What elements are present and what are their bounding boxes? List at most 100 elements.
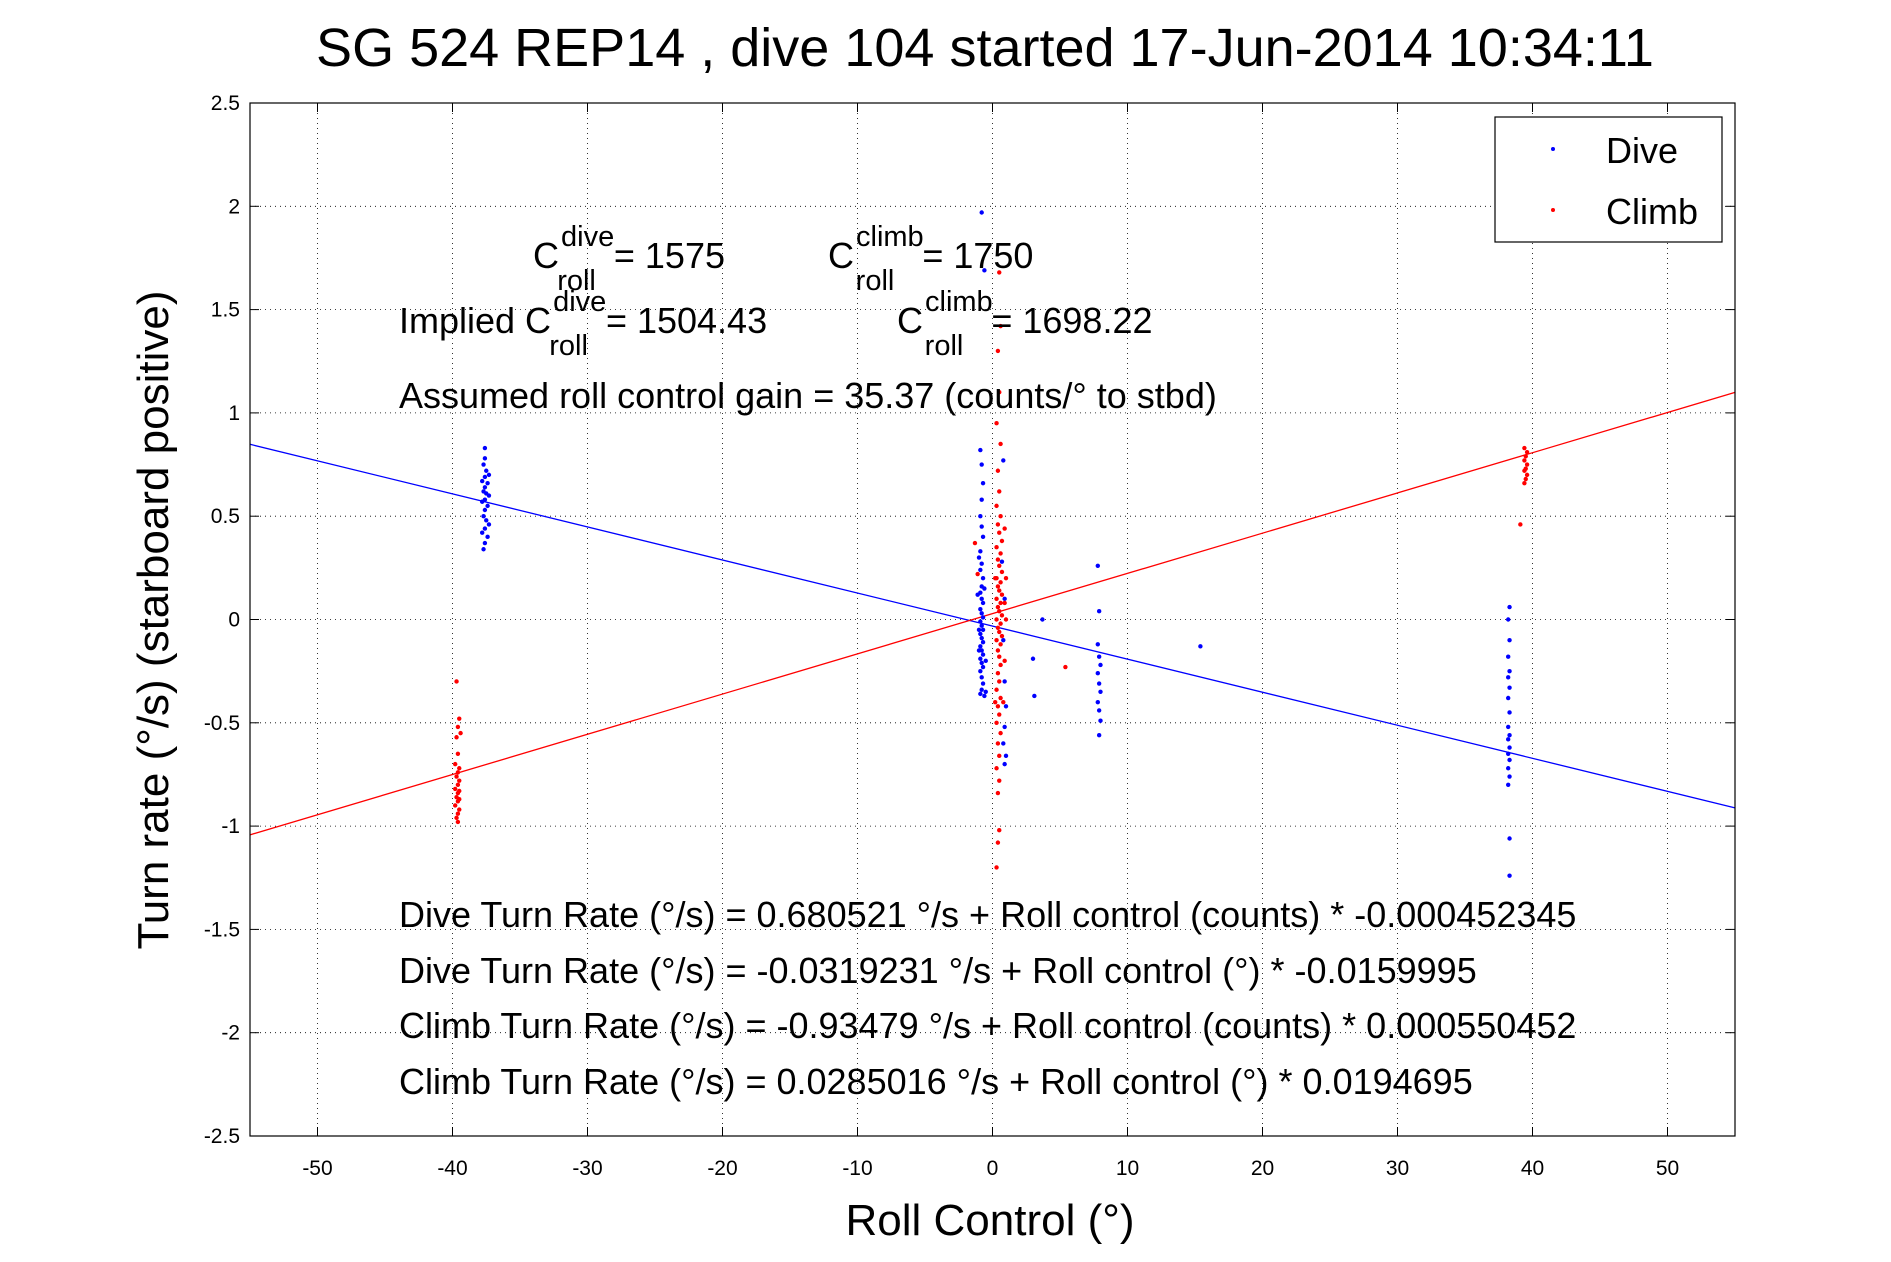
dive-point	[979, 561, 984, 566]
x-tick-label: 50	[1656, 1157, 1679, 1180]
climb-point	[454, 815, 459, 821]
climb-point	[998, 621, 1003, 626]
dive-point	[1506, 675, 1511, 680]
climb-point	[975, 571, 980, 577]
y-axis-label: Turn rate (°/s) (starboard positive)	[129, 290, 178, 949]
x-tick-label: -40	[437, 1157, 467, 1180]
climb-fit-line	[249, 391, 1736, 836]
dive-point	[480, 530, 485, 535]
climb-point	[453, 786, 458, 792]
climb-point	[994, 687, 999, 692]
dive-point	[1506, 695, 1511, 701]
dive-point	[1095, 563, 1101, 568]
regression-equations: Dive Turn Rate (°/s) = 0.680521 °/s + Ro…	[399, 894, 1576, 1102]
climb-series	[453, 270, 1530, 870]
y-tick-label: 0.5	[211, 505, 240, 528]
dive-point	[1098, 718, 1103, 723]
climb-point	[454, 774, 459, 779]
dive-point	[979, 635, 984, 641]
dive-point	[485, 534, 490, 540]
climb-point	[995, 557, 1001, 562]
fit-lines	[249, 391, 1736, 836]
x-tick-label: 40	[1521, 1157, 1544, 1180]
dive-equation-degrees: Dive Turn Rate (°/s) = -0.0319231 °/s + …	[399, 950, 1477, 991]
dive-point	[1002, 761, 1007, 767]
climb-point	[1523, 454, 1528, 459]
climb-point	[994, 544, 999, 550]
climb-point	[993, 699, 998, 705]
climb-point	[995, 522, 1001, 527]
climb-point	[455, 790, 461, 796]
y-tick-label: 2.5	[211, 92, 240, 115]
climb-point	[998, 730, 1003, 736]
climb-point	[994, 596, 999, 602]
legend-climb-marker	[1551, 208, 1555, 212]
x-tick-label: 0	[987, 1157, 999, 1180]
dive-point	[980, 640, 986, 645]
dive-point	[980, 681, 986, 686]
x-tick-label: 10	[1116, 1157, 1139, 1180]
climb-point	[998, 662, 1003, 668]
dive-point	[1507, 757, 1512, 763]
dive-fit-line	[249, 443, 1736, 809]
dive-point	[979, 596, 984, 602]
y-tick-label: 0	[228, 609, 240, 632]
dive-point	[1507, 774, 1512, 779]
dive-point	[1198, 644, 1203, 649]
climb-point	[999, 633, 1005, 639]
y-tick-label: 1	[228, 402, 240, 425]
climb-point	[998, 551, 1003, 556]
dive-point	[1001, 637, 1006, 643]
climb-point	[455, 724, 461, 730]
dive-point	[1003, 753, 1009, 759]
dive-point	[978, 549, 983, 554]
dive-point	[486, 472, 492, 478]
dive-point	[482, 445, 488, 451]
dive-point	[980, 534, 986, 540]
climb-point	[994, 865, 999, 870]
dive-point	[1506, 751, 1511, 756]
climb-point	[457, 766, 462, 771]
climb-point	[1524, 472, 1530, 478]
climb-equation-counts: Climb Turn Rate (°/s) = -0.93479 °/s + R…	[399, 1005, 1576, 1046]
roll-control-gain: Assumed roll control gain = 35.37 (count…	[399, 375, 1217, 416]
climb-point	[994, 617, 999, 622]
dive-point	[1507, 732, 1512, 738]
climb-point	[454, 735, 459, 740]
climb-point	[1003, 575, 1009, 581]
climb-point	[997, 712, 1002, 717]
climb-point	[455, 751, 461, 756]
dive-point	[1002, 596, 1007, 602]
climb-point	[999, 569, 1005, 575]
grid	[250, 103, 1735, 1136]
climb-point	[997, 629, 1002, 635]
dive-point	[1096, 708, 1102, 713]
climb-point	[1522, 458, 1527, 463]
c-roll-climb: Cclimb roll= 1750	[828, 221, 1033, 297]
climb-point	[455, 782, 461, 787]
climb-point	[999, 538, 1005, 544]
climb-point	[457, 807, 462, 812]
dive-point	[1096, 654, 1102, 659]
dive-point	[1001, 458, 1006, 463]
climb-point	[1523, 476, 1528, 482]
legend-dive-label: Dive	[1606, 130, 1678, 171]
dive-point	[1507, 836, 1512, 841]
y-tick-label: -1.5	[204, 918, 240, 941]
dive-point	[979, 687, 984, 692]
climb-point	[997, 270, 1002, 275]
dive-point	[1095, 642, 1101, 647]
dive-point	[1506, 737, 1511, 742]
climb-point	[999, 613, 1005, 618]
dive-point	[979, 497, 984, 502]
dive-point	[978, 606, 983, 612]
dive-point	[978, 514, 983, 519]
climb-point	[999, 592, 1005, 597]
climb-point	[995, 671, 1001, 676]
climb-point	[458, 730, 463, 736]
climb-point	[997, 588, 1002, 593]
dive-point	[978, 656, 983, 661]
dive-point	[979, 675, 984, 680]
climb-point	[998, 600, 1003, 606]
